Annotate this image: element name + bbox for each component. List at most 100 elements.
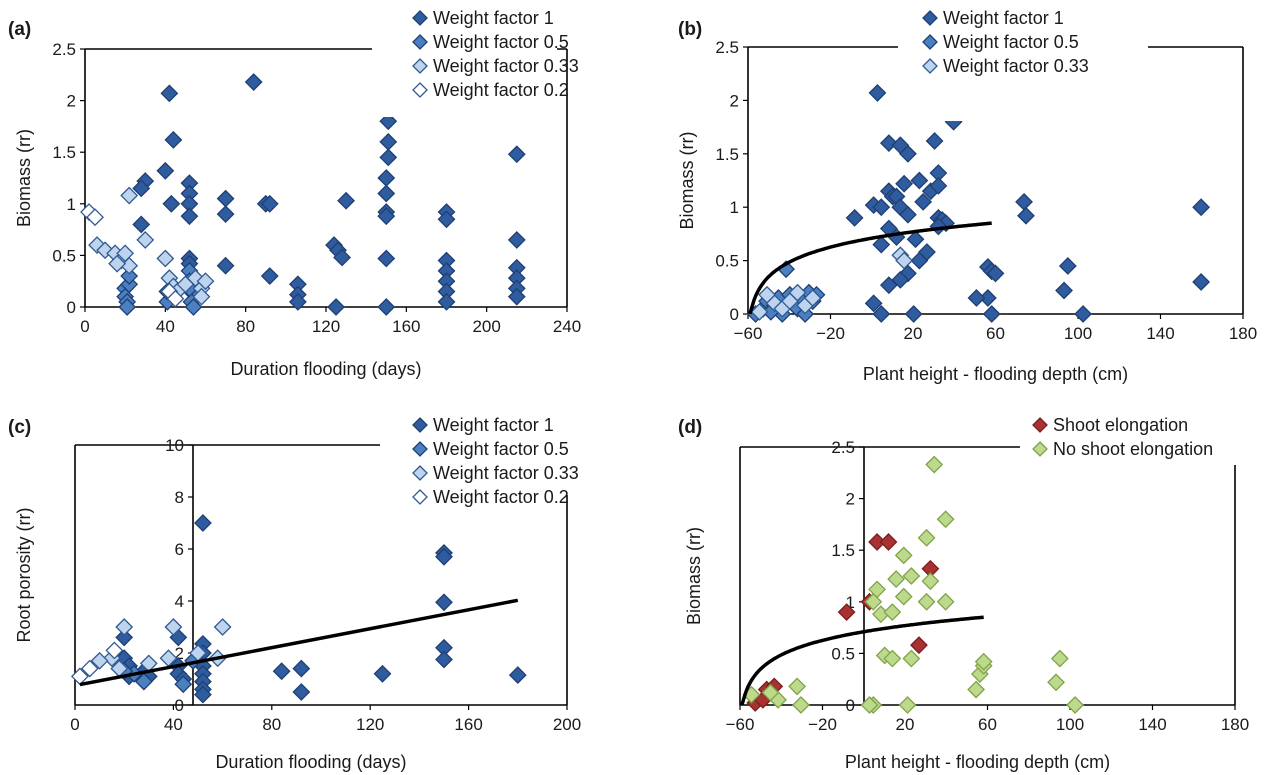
data-point (917, 528, 936, 547)
data-point (132, 215, 151, 234)
data-point (337, 191, 356, 210)
data-point (115, 618, 134, 636)
data-point (872, 198, 891, 217)
data-point (216, 205, 235, 224)
data-point (176, 275, 195, 294)
y-tick-label: 10 (165, 436, 184, 455)
y-tick-label: 0 (730, 305, 739, 324)
y-tick-label: 6 (175, 540, 184, 559)
data-point (887, 570, 906, 589)
y-tick-label: 2 (730, 91, 739, 110)
data-point (435, 593, 453, 612)
data-point (166, 289, 185, 308)
data-point (895, 174, 914, 193)
data-point (1015, 192, 1033, 211)
data-point (1017, 206, 1035, 225)
data-point (377, 207, 396, 226)
data-point (803, 289, 822, 307)
trend-line (79, 598, 519, 687)
y-tick-label: 1.5 (52, 143, 76, 162)
x-axis-label: Plant height - flooding depth (cm) (845, 752, 1110, 772)
data-point (194, 514, 212, 532)
data-point (377, 169, 396, 187)
legend: Weight factor 1 Weight factor 0.5 Weight f… (372, 7, 579, 117)
data-point (160, 84, 179, 103)
data-point (902, 567, 921, 585)
data-point (982, 305, 1001, 323)
legend-marker (412, 10, 428, 26)
data-point (925, 132, 944, 150)
legend-marker (922, 58, 938, 74)
x-tick-label: 60 (986, 324, 1005, 343)
data-point (904, 305, 923, 323)
data-point (86, 208, 104, 227)
x-axis-label: Duration flooding (days) (230, 359, 421, 379)
data-point (508, 666, 527, 685)
data-point (379, 132, 398, 151)
data-point (864, 592, 883, 611)
y-axis-label: Biomass (rr) (684, 527, 704, 625)
legend-label: Weight factor 1 (433, 8, 554, 28)
legend-label: Weight factor 0.2 (433, 487, 569, 507)
data-point (156, 161, 175, 180)
data-point (894, 587, 913, 606)
x-tick-label: 0 (80, 317, 89, 336)
data-point (845, 208, 864, 227)
data-point (860, 696, 879, 714)
data-point (879, 276, 898, 295)
data-point (872, 235, 891, 254)
data-point (333, 248, 351, 267)
data-point (164, 130, 183, 149)
data-point (883, 603, 902, 622)
data-point (192, 287, 211, 306)
data-point (1055, 281, 1073, 300)
data-point (288, 292, 307, 311)
y-tick-label: 0.5 (715, 252, 739, 271)
data-point (879, 533, 898, 551)
x-tick-label: 140 (1146, 324, 1174, 343)
legend-marker (412, 82, 428, 98)
legend-label: Weight factor 0.5 (433, 439, 569, 459)
data-point (435, 650, 453, 669)
y-tick-label: 0 (67, 298, 76, 317)
legend-marker (412, 489, 428, 505)
data-point (136, 231, 155, 249)
x-tick-label: 0 (70, 715, 79, 734)
data-point (1050, 649, 1069, 668)
y-tick-label: 2.5 (715, 38, 739, 57)
y-tick-label: 0 (175, 696, 184, 715)
data-point (921, 572, 940, 591)
data-point (194, 685, 212, 704)
data-point (899, 144, 917, 163)
data-point (792, 696, 810, 714)
data-point (868, 84, 887, 102)
y-tick-label: 1 (730, 198, 739, 217)
x-tick-label: 60 (978, 715, 997, 734)
x-tick-label: 40 (156, 317, 175, 336)
x-tick-label: 40 (164, 715, 183, 734)
x-tick-label: 100 (1064, 324, 1092, 343)
data-point (373, 664, 392, 683)
data-point (910, 636, 928, 655)
data-point (196, 272, 215, 291)
x-tick-label: 160 (392, 317, 420, 336)
data-point (894, 546, 913, 565)
legend-marker (412, 34, 428, 50)
y-tick-label: 2 (175, 644, 184, 663)
legend-label: Weight factor 0.33 (943, 56, 1089, 76)
legend-marker (1032, 441, 1048, 457)
x-axis-label: Duration flooding (days) (215, 752, 406, 772)
y-tick-label: 1.5 (831, 541, 855, 560)
chart-panel-b: (b) −60 −20 20 60 100 140 180 0 0.5 1 1.5 2 2.5 Plant … (677, 6, 1257, 384)
data-point (910, 171, 929, 190)
x-tick-label: 80 (262, 715, 281, 734)
data-point (377, 184, 396, 203)
data-point (1192, 198, 1211, 217)
legend: Weight factor 1 Weight factor 0.5 Weight f… (380, 410, 620, 507)
y-tick-label: 1.5 (715, 145, 739, 164)
data-point (213, 618, 232, 636)
legend-label: Weight factor 1 (433, 415, 554, 435)
x-tick-label: 160 (454, 715, 482, 734)
x-tick-label: −20 (816, 324, 845, 343)
